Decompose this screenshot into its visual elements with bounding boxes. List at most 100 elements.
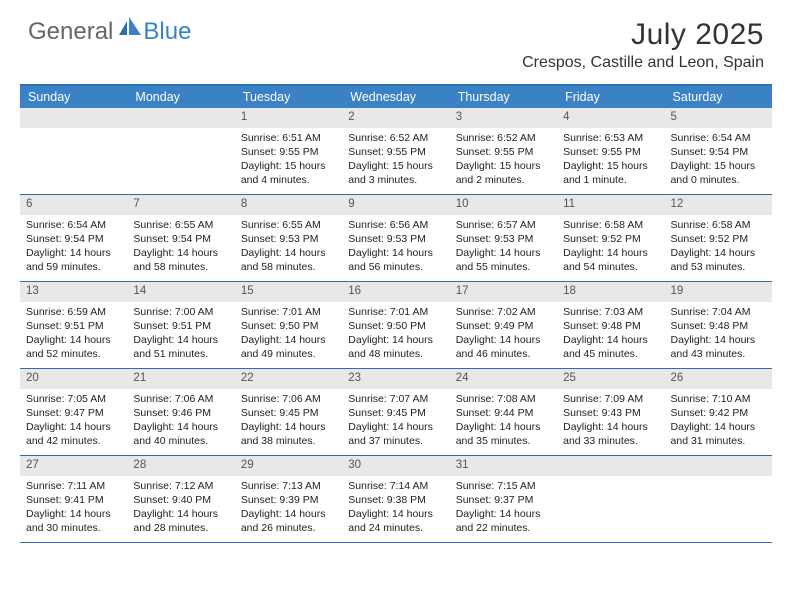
- day-cell: 16 Sunrise: 7:01 AMSunset: 9:50 PMDayligh…: [342, 282, 449, 368]
- sunset-text: Sunset: 9:54 PM: [26, 232, 121, 246]
- day-cell: 18Sunrise: 7:03 AMSunset: 9:48 PMDayligh…: [557, 282, 664, 368]
- sunset-text: Sunset: 9:55 PM: [563, 145, 658, 159]
- daylight-text: Daylight: 14 hours and 54 minutes.: [563, 246, 658, 274]
- day-body: Sunrise: 7:08 AMSunset: 9:44 PMDaylight:…: [450, 389, 557, 453]
- daylight-text: Daylight: 14 hours and 52 minutes.: [26, 333, 121, 361]
- day-cell-empty: [127, 108, 234, 194]
- day-cell: 31Sunrise: 7:15 AMSunset: 9:37 PMDayligh…: [450, 456, 557, 542]
- day-number: 23: [342, 369, 449, 389]
- day-body: Sunrise: 7:06 AMSunset: 9:45 PMDaylight:…: [235, 389, 342, 453]
- day-number: 11: [557, 195, 664, 215]
- day-body: Sunrise: 7:09 AMSunset: 9:43 PMDaylight:…: [557, 389, 664, 453]
- day-body: Sunrise: 7:13 AMSunset: 9:39 PMDaylight:…: [235, 476, 342, 540]
- day-number: 1: [235, 108, 342, 128]
- sunrise-text: Sunrise: 6:58 AM: [671, 218, 766, 232]
- day-cell: 9Sunrise: 6:56 AMSunset: 9:53 PMDaylight…: [342, 195, 449, 281]
- daylight-text: Daylight: 14 hours and 26 minutes.: [241, 507, 336, 535]
- day-cell: 23Sunrise: 7:07 AMSunset: 9:45 PMDayligh…: [342, 369, 449, 455]
- day-body: Sunrise: 7:07 AMSunset: 9:45 PMDaylight:…: [342, 389, 449, 453]
- daylight-text: Daylight: 14 hours and 48 minutes.: [348, 333, 443, 361]
- sunset-text: Sunset: 9:42 PM: [671, 406, 766, 420]
- sunrise-text: Sunrise: 6:54 AM: [671, 131, 766, 145]
- day-number: 26: [665, 369, 772, 389]
- day-body: Sunrise: 6:55 AMSunset: 9:54 PMDaylight:…: [127, 215, 234, 279]
- day-cell: 24Sunrise: 7:08 AMSunset: 9:44 PMDayligh…: [450, 369, 557, 455]
- day-number: 30: [342, 456, 449, 476]
- sunrise-text: Sunrise: 7:09 AM: [563, 392, 658, 406]
- sunrise-text: Sunrise: 7:15 AM: [456, 479, 551, 493]
- sunset-text: Sunset: 9:41 PM: [26, 493, 121, 507]
- day-cell-empty: [665, 456, 772, 542]
- day-number: 27: [20, 456, 127, 476]
- logo: General Blue: [28, 18, 191, 46]
- weekday-thursday: Thursday: [450, 86, 557, 108]
- day-cell: 5Sunrise: 6:54 AMSunset: 9:54 PMDaylight…: [665, 108, 772, 194]
- sunset-text: Sunset: 9:55 PM: [456, 145, 551, 159]
- sunset-text: Sunset: 9:45 PM: [241, 406, 336, 420]
- day-body: Sunrise: 6:54 AMSunset: 9:54 PMDaylight:…: [20, 215, 127, 279]
- sunset-text: Sunset: 9:48 PM: [563, 319, 658, 333]
- day-cell: 26Sunrise: 7:10 AMSunset: 9:42 PMDayligh…: [665, 369, 772, 455]
- sunrise-text: Sunrise: 7:04 AM: [671, 305, 766, 319]
- sunset-text: Sunset: 9:52 PM: [563, 232, 658, 246]
- daylight-text: Daylight: 14 hours and 35 minutes.: [456, 420, 551, 448]
- day-cell-empty: [557, 456, 664, 542]
- day-number: 7: [127, 195, 234, 215]
- sunrise-text: Sunrise: 6:55 AM: [133, 218, 228, 232]
- sunset-text: Sunset: 9:52 PM: [671, 232, 766, 246]
- day-number: 28: [127, 456, 234, 476]
- sunset-text: Sunset: 9:54 PM: [133, 232, 228, 246]
- day-cell-empty: [20, 108, 127, 194]
- sunset-text: Sunset: 9:53 PM: [456, 232, 551, 246]
- daylight-text: Daylight: 14 hours and 53 minutes.: [671, 246, 766, 274]
- day-body: Sunrise: 7:12 AMSunset: 9:40 PMDaylight:…: [127, 476, 234, 540]
- day-cell: 20Sunrise: 7:05 AMSunset: 9:47 PMDayligh…: [20, 369, 127, 455]
- day-number-empty: [20, 108, 127, 128]
- day-cell: 2Sunrise: 6:52 AMSunset: 9:55 PMDaylight…: [342, 108, 449, 194]
- day-body: Sunrise: 6:58 AMSunset: 9:52 PMDaylight:…: [665, 215, 772, 279]
- sunrise-text: Sunrise: 7:05 AM: [26, 392, 121, 406]
- day-cell: 11Sunrise: 6:58 AMSunset: 9:52 PMDayligh…: [557, 195, 664, 281]
- sunrise-text: Sunrise: 7:01 AM: [348, 305, 443, 319]
- weekday-saturday: Saturday: [665, 86, 772, 108]
- day-number: 2: [342, 108, 449, 128]
- day-number: 21: [127, 369, 234, 389]
- sunrise-text: Sunrise: 6:52 AM: [348, 131, 443, 145]
- day-number: 22: [235, 369, 342, 389]
- sunset-text: Sunset: 9:51 PM: [133, 319, 228, 333]
- sunset-text: Sunset: 9:43 PM: [563, 406, 658, 420]
- day-cell: 27Sunrise: 7:11 AMSunset: 9:41 PMDayligh…: [20, 456, 127, 542]
- sunset-text: Sunset: 9:39 PM: [241, 493, 336, 507]
- sunrise-text: Sunrise: 6:52 AM: [456, 131, 551, 145]
- day-number: 16: [342, 282, 449, 302]
- sunrise-text: Sunrise: 6:54 AM: [26, 218, 121, 232]
- daylight-text: Daylight: 14 hours and 28 minutes.: [133, 507, 228, 535]
- day-number: 6: [20, 195, 127, 215]
- day-number: 24: [450, 369, 557, 389]
- day-body: Sunrise: 6:52 AMSunset: 9:55 PMDaylight:…: [450, 128, 557, 192]
- daylight-text: Daylight: 14 hours and 56 minutes.: [348, 246, 443, 274]
- day-cell: 17Sunrise: 7:02 AMSunset: 9:49 PMDayligh…: [450, 282, 557, 368]
- weekday-sunday: Sunday: [20, 86, 127, 108]
- day-cell: 30Sunrise: 7:14 AMSunset: 9:38 PMDayligh…: [342, 456, 449, 542]
- sunrise-text: Sunrise: 7:06 AM: [241, 392, 336, 406]
- logo-sails-icon: [117, 16, 143, 44]
- day-number: 10: [450, 195, 557, 215]
- weekday-header-row: SundayMondayTuesdayWednesdayThursdayFrid…: [20, 86, 772, 108]
- sunset-text: Sunset: 9:37 PM: [456, 493, 551, 507]
- sunset-text: Sunset: 9:53 PM: [348, 232, 443, 246]
- daylight-text: Daylight: 15 hours and 4 minutes.: [241, 159, 336, 187]
- day-number: 18: [557, 282, 664, 302]
- daylight-text: Daylight: 14 hours and 40 minutes.: [133, 420, 228, 448]
- week-row: 1Sunrise: 6:51 AMSunset: 9:55 PMDaylight…: [20, 108, 772, 195]
- sunrise-text: Sunrise: 7:12 AM: [133, 479, 228, 493]
- sunset-text: Sunset: 9:48 PM: [671, 319, 766, 333]
- day-cell: 21Sunrise: 7:06 AMSunset: 9:46 PMDayligh…: [127, 369, 234, 455]
- day-body: Sunrise: 7:14 AMSunset: 9:38 PMDaylight:…: [342, 476, 449, 540]
- day-body: Sunrise: 6:52 AMSunset: 9:55 PMDaylight:…: [342, 128, 449, 192]
- day-number: 14: [127, 282, 234, 302]
- day-body: Sunrise: 7:00 AMSunset: 9:51 PMDaylight:…: [127, 302, 234, 366]
- daylight-text: Daylight: 14 hours and 31 minutes.: [671, 420, 766, 448]
- sunset-text: Sunset: 9:44 PM: [456, 406, 551, 420]
- sunset-text: Sunset: 9:50 PM: [348, 319, 443, 333]
